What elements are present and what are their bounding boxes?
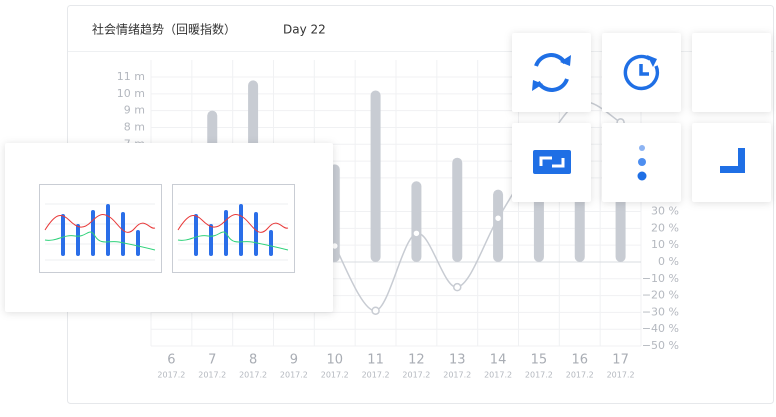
- x-tick-label: 9: [290, 353, 298, 368]
- x-tick-sublabel: 2017.2: [198, 371, 226, 380]
- y2-tick-label: −30 %: [642, 305, 679, 318]
- y2-tick-label: 10 %: [651, 238, 679, 251]
- x-tick-label: 6: [167, 353, 175, 368]
- y-tick-label: 11 m: [117, 70, 145, 83]
- bar: [370, 90, 381, 262]
- x-tick-sublabel: 2017.2: [402, 371, 430, 380]
- y-tick-label: 8 m: [124, 120, 145, 133]
- bar: [452, 157, 463, 262]
- x-tick-sublabel: 2017.2: [525, 371, 553, 380]
- x-tick-label: 13: [449, 353, 466, 368]
- x-tick-label: 14: [490, 353, 507, 368]
- y2-tick-label: −20 %: [642, 289, 679, 302]
- x-tick-label: 7: [208, 353, 216, 368]
- thumb-frame: [172, 184, 295, 273]
- y-tick-label: 9 m: [124, 104, 145, 117]
- icon-card[interactable]: [692, 123, 771, 202]
- panel-title: 社会情绪趋势（回暖指数）: [92, 22, 236, 37]
- trend-point: [371, 306, 380, 315]
- x-tick-sublabel: 2017.2: [443, 371, 471, 380]
- icon-card[interactable]: [512, 33, 591, 112]
- bar: [411, 181, 422, 262]
- x-tick-label: 10: [326, 353, 343, 368]
- x-tick-sublabel: 2017.2: [280, 371, 308, 380]
- icon-card[interactable]: [692, 33, 771, 112]
- corner-icon: [720, 148, 745, 173]
- dots-icon: [637, 145, 647, 181]
- y2-tick-label: −40 %: [642, 322, 679, 335]
- y2-tick-label: −10 %: [642, 272, 679, 285]
- y-tick-label: 10 m: [117, 87, 145, 100]
- x-tick-label: 11: [367, 353, 384, 368]
- y2-tick-label: 20 %: [651, 221, 679, 234]
- frame-icon: [533, 150, 571, 174]
- x-tick-sublabel: 2017.2: [566, 371, 594, 380]
- x-tick-label: 15: [531, 353, 548, 368]
- x-tick-label: 8: [249, 353, 257, 368]
- y2-tick-label: 0 %: [658, 255, 679, 268]
- trend-point: [453, 282, 462, 292]
- y2-tick-label: −50 %: [642, 339, 679, 352]
- thumbnails: [39, 184, 295, 273]
- x-tick-sublabel: 2017.2: [484, 371, 512, 380]
- thumb-frame: [39, 184, 162, 273]
- thumbnail: [172, 184, 295, 273]
- trend-point: [493, 213, 503, 223]
- x-tick-label: 16: [571, 353, 588, 368]
- trend-point: [412, 229, 421, 238]
- x-tick-sublabel: 2017.2: [321, 371, 349, 380]
- refresh-icon: [532, 53, 571, 92]
- x-tick-label: 12: [408, 353, 425, 368]
- x-tick-label: 17: [612, 353, 629, 368]
- y2-tick-label: 30 %: [651, 205, 679, 218]
- x-tick-sublabel: 2017.2: [239, 371, 267, 380]
- panel-subtitle: Day 22: [283, 23, 326, 37]
- bar: [493, 189, 504, 262]
- x-tick-sublabel: 2017.2: [157, 371, 185, 380]
- x-tick-sublabel: 2017.2: [607, 371, 635, 380]
- x-tick-sublabel: 2017.2: [362, 371, 390, 380]
- thumbnail: [39, 184, 162, 273]
- clock-icon: [623, 54, 660, 91]
